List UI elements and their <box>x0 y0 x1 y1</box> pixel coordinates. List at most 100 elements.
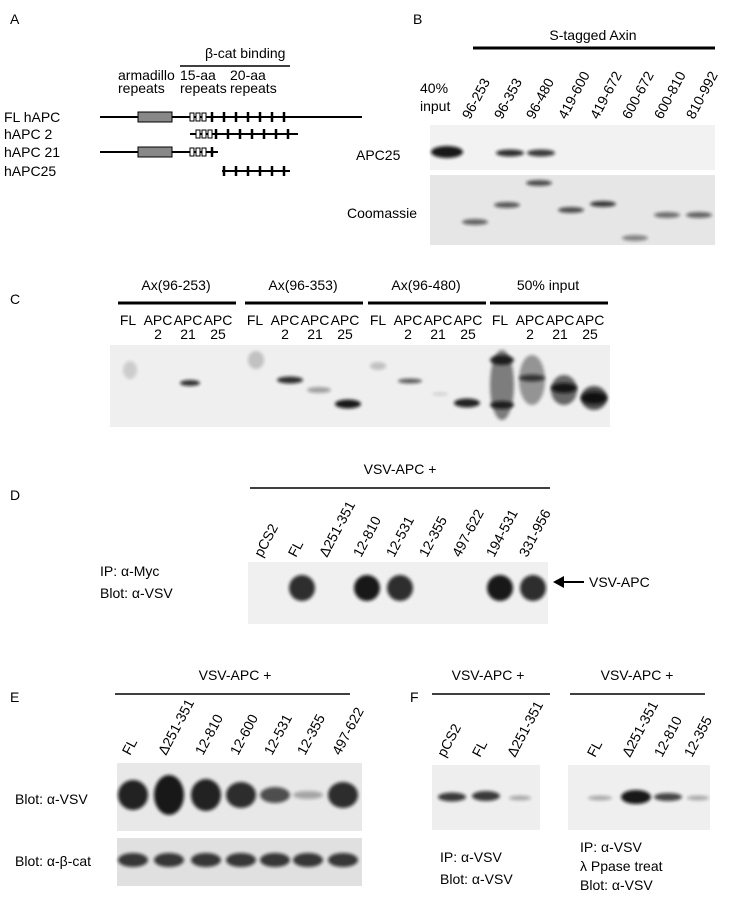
lane-label: 25 <box>337 326 353 342</box>
lane-label: FL <box>469 737 491 759</box>
lane-label: 21 <box>430 326 446 342</box>
row-label: IP: α-Myc <box>100 563 159 579</box>
gel-band <box>248 351 264 369</box>
repeat-15aa <box>189 112 195 122</box>
domain-label: armadillo <box>118 67 175 83</box>
gel-band <box>289 575 315 601</box>
lane-label: FL <box>247 312 264 328</box>
panel-label: E <box>10 689 19 705</box>
arrow-label: VSV-APC <box>589 574 650 590</box>
row-label: Coomassie <box>347 205 417 221</box>
lane-label: APC <box>174 312 203 328</box>
lane-label: 12-600 <box>227 711 262 757</box>
gel-band <box>687 795 709 801</box>
gel-band <box>191 853 221 867</box>
lane-label: APC <box>454 312 483 328</box>
lane-label: 96-253 <box>459 75 494 121</box>
header: VSV-APC + <box>199 667 272 683</box>
repeat-15aa <box>201 147 207 157</box>
repeat-15aa <box>195 129 201 139</box>
lane-label: 2 <box>154 326 162 342</box>
lane-label: 497-622 <box>449 506 487 559</box>
gel-band <box>520 575 546 601</box>
lane-label: pCS2 <box>251 521 282 560</box>
gel-band <box>654 793 682 801</box>
gel-band <box>551 383 577 393</box>
repeat-15aa <box>201 129 207 139</box>
lane-label: 25 <box>460 326 476 342</box>
gel-band <box>590 201 616 207</box>
lane-label: APC <box>331 312 360 328</box>
header: VSV-APC + <box>601 667 674 683</box>
gel-band <box>307 387 331 393</box>
gel-band <box>354 575 380 601</box>
arrow-head <box>553 576 564 588</box>
repeat-15aa <box>195 147 201 157</box>
lane-label: APC <box>576 312 605 328</box>
gel-band <box>328 853 358 867</box>
gel-band <box>123 361 137 379</box>
lane-label: 2 <box>281 326 289 342</box>
gel-band <box>588 795 612 801</box>
gel-band <box>509 795 531 801</box>
lane-label: APC <box>424 312 453 328</box>
lane-label: 21 <box>552 326 568 342</box>
construct-label: FL hAPC <box>4 109 60 125</box>
lane-label: FL <box>492 312 509 328</box>
construct-label: hAPC 21 <box>4 144 60 160</box>
gel-band <box>398 378 422 384</box>
gel-band <box>293 791 323 799</box>
lane-label: Δ251-351 <box>155 696 198 757</box>
gel-band <box>293 853 323 867</box>
gel-band <box>519 374 545 382</box>
gel-band <box>558 207 584 213</box>
gel-band <box>494 202 520 208</box>
lane-label: FL <box>370 312 387 328</box>
note: IP: α-VSV <box>440 849 502 865</box>
domain-label: repeats <box>118 80 165 96</box>
gel-band <box>621 790 651 804</box>
lane-label: 12-810 <box>192 711 227 757</box>
lane-label: APC <box>144 312 173 328</box>
lane-label: 21 <box>180 326 196 342</box>
lane-label: 12-531 <box>261 711 296 757</box>
domain-label: 15-aa <box>180 67 216 83</box>
input-label: input <box>420 98 450 114</box>
gel-band <box>387 575 413 601</box>
construct-label: hAPC 2 <box>4 126 52 142</box>
note: Blot: α-VSV <box>580 877 653 893</box>
lane-label: FL <box>584 737 606 759</box>
lane-label: 12-355 <box>681 713 716 759</box>
lane-label: Δ251-351 <box>504 698 547 759</box>
gel-band <box>226 853 256 867</box>
gel-band <box>490 401 514 409</box>
domain-label: 20-aa <box>230 67 266 83</box>
panel-label: B <box>413 11 422 27</box>
lane-label: APC <box>204 312 233 328</box>
gel-band <box>462 219 488 225</box>
group-label: 50% input <box>517 277 579 293</box>
header: VSV-APC + <box>364 461 437 477</box>
gel-band <box>260 853 290 867</box>
gel-band <box>454 398 480 408</box>
gel-band <box>226 782 256 808</box>
repeat-15aa <box>189 147 195 157</box>
lane-label: 96-353 <box>491 75 526 121</box>
repeat-15aa <box>207 129 213 139</box>
row-label: APC25 <box>356 147 401 163</box>
repeat-15aa <box>195 112 201 122</box>
group-label: Ax(96-253) <box>141 277 210 293</box>
lane-label: 12-355 <box>416 513 451 559</box>
gel-band <box>335 399 361 409</box>
gel-band <box>487 575 513 601</box>
domain-label: repeats <box>230 80 277 96</box>
lane-label: 21 <box>307 326 323 342</box>
panel-label: D <box>10 487 20 503</box>
lane-label: FL <box>285 537 307 559</box>
panel-label: C <box>10 291 20 307</box>
row-label: Blot: α-β-cat <box>15 853 91 869</box>
construct-label: hAPC25 <box>4 163 56 179</box>
domain-label: repeats <box>180 80 227 96</box>
lane-label: APC <box>546 312 575 328</box>
